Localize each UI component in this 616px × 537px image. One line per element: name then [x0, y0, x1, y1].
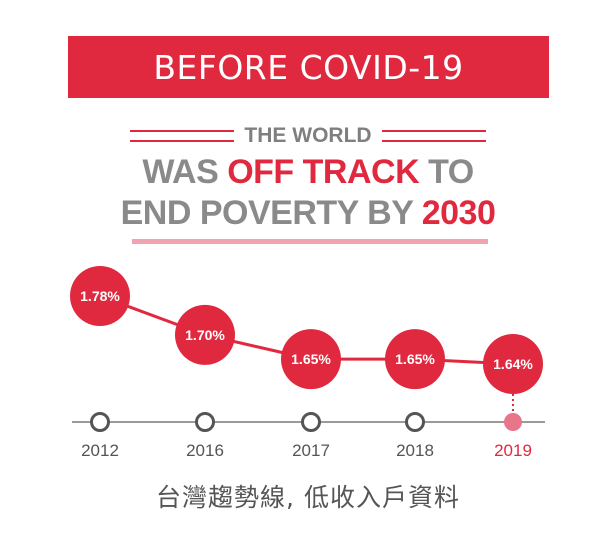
timeline-marker — [90, 412, 110, 432]
timeline-marker — [405, 412, 425, 432]
data-label-2018: 1.65% — [395, 351, 435, 367]
headline-line2-highlight: 2030 — [421, 194, 496, 232]
data-label-2012: 1.78% — [80, 288, 120, 304]
headline-line-1: WAS OFF TRACK TO — [100, 152, 516, 193]
x-tick-label-2017: 2017 — [292, 441, 330, 460]
x-tick-label-2018: 2018 — [396, 441, 434, 460]
data-bubble-2018 — [385, 329, 445, 390]
poverty-line-chart: 1.78% 2012 1.70% 2016 1.65% 2017 1.65% 2018 1.64… — [70, 266, 545, 460]
data-bubble-2019 — [483, 334, 543, 394]
title-banner: BEFORE COVID-19 — [68, 36, 549, 98]
kicker-row: THE WORLD — [130, 121, 486, 151]
headline-line1-prefix: WAS — [142, 153, 228, 191]
x-tick-label-2012: 2012 — [81, 441, 119, 460]
headline: WAS OFF TRACK TO END POVERTY BY 2030 — [100, 152, 516, 234]
timeline-marker-highlight — [504, 413, 522, 431]
data-label-2017: 1.65% — [291, 351, 331, 367]
data-bubble-2012 — [70, 266, 130, 326]
headline-underline — [132, 239, 488, 244]
data-bubble-2016 — [175, 304, 235, 365]
data-label-2016: 1.70% — [185, 327, 225, 343]
timeline-marker — [301, 412, 321, 432]
headline-line1-suffix: TO — [419, 153, 474, 191]
footnote: 台灣趨勢線, 低收入戶資料 — [156, 483, 460, 512]
kicker-left-rule — [130, 130, 235, 142]
headline-line1-highlight: OFF TRACK — [227, 153, 420, 191]
banner-title: BEFORE COVID-19 — [153, 47, 464, 87]
timeline-marker — [195, 412, 215, 432]
headline-line-2: END POVERTY BY 2030 — [100, 193, 516, 234]
x-tick-label-2016: 2016 — [186, 441, 224, 460]
data-label-2019: 1.64% — [493, 356, 533, 372]
data-bubble-2017 — [281, 329, 341, 390]
headline-line2-prefix: END POVERTY BY — [120, 194, 422, 232]
kicker-text: THE WORLD — [244, 124, 372, 147]
x-tick-label-2019: 2019 — [494, 441, 532, 460]
kicker-right-rule — [381, 130, 486, 142]
